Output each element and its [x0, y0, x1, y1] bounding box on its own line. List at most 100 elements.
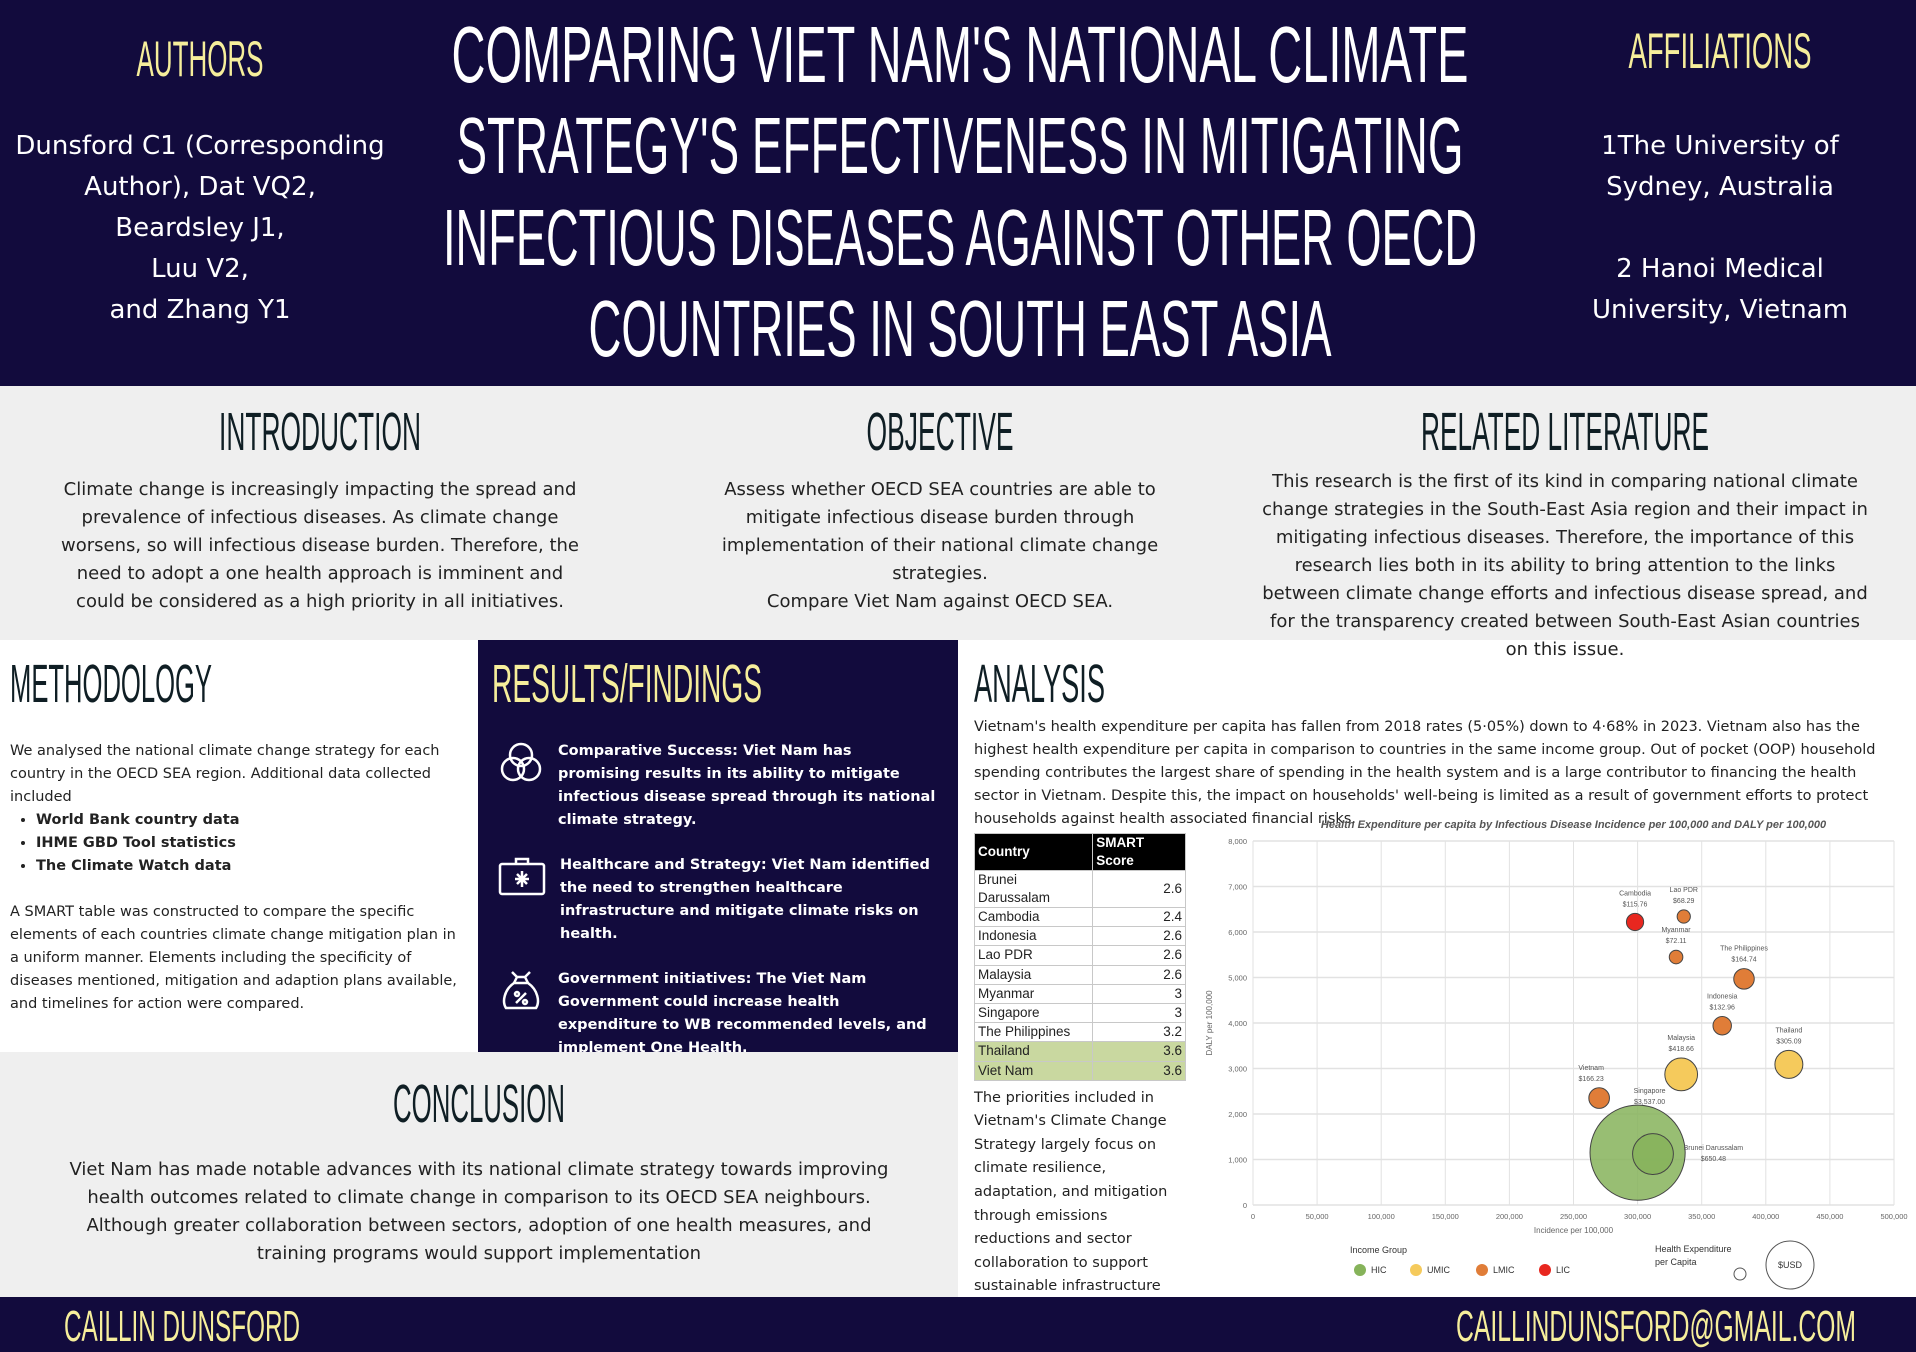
authors-list: Dunsford C1 (Corresponding Author), Dat V…: [0, 126, 400, 331]
country-cell: Malaysia: [973, 964, 1094, 985]
affiliation-line: 2 Hanoi Medical: [1616, 254, 1824, 284]
affiliations-heading: AFFILIATIONS: [1629, 23, 1812, 79]
table-row: Cambodia 2.4: [973, 906, 1186, 928]
result-text: Healthcare and Strategy: Viet Nam identi…: [560, 857, 930, 942]
author-line: Luu V2,: [151, 254, 249, 284]
methodology-section: METHODOLOGY We analysed the national cli…: [10, 652, 460, 1016]
country-cell: Cambodia: [973, 906, 1094, 928]
affiliations-list: 1The University of Sydney, Australia 2 Ha…: [1520, 126, 1916, 331]
bubble-name-label: Brunei Darussalam: [1684, 1145, 1744, 1152]
x-tick-label: 500,000: [1880, 1212, 1907, 1221]
author-line: Dunsford C1 (Corresponding: [15, 131, 385, 161]
x-axis-label: Incidence per 100,000: [1534, 1226, 1614, 1235]
y-tick-label: 3,000: [1228, 1065, 1247, 1074]
legend-swatch-lic: [1539, 1264, 1551, 1276]
affiliations-block: AFFILIATIONS 1The University of Sydney, A…: [1520, 20, 1916, 331]
results-section: RESULTS/FINDINGS Comparative Success: Vi…: [478, 640, 958, 1056]
bubble-chart: Health Expenditure per capita by Infecti…: [1205, 819, 1908, 1290]
result-item: Healthcare and Strategy: Viet Nam identi…: [498, 854, 938, 946]
score-cell: 3.2: [1092, 1022, 1186, 1043]
chart-title: Health Expenditure per capita by Infecti…: [1321, 819, 1827, 831]
x-tick-label: 200,000: [1496, 1212, 1523, 1221]
analysis-section: ANALYSIS Vietnam's health expenditure pe…: [974, 652, 1904, 831]
methodology-heading-svg: METHODOLOGY: [10, 654, 212, 712]
legend-swatch-hic: [1354, 1264, 1366, 1276]
table-row: Singapore 3: [973, 1002, 1186, 1024]
table-row: Viet Nam 3.6: [973, 1060, 1186, 1081]
affiliation-line: Sydney, Australia: [1606, 172, 1834, 202]
x-tick-label: 300,000: [1624, 1212, 1651, 1221]
table-row: Lao PDR 2.6: [973, 945, 1186, 966]
legend-title: Income Group: [1350, 1245, 1407, 1255]
author-name: CAILLIN DUNSFORD: [64, 1302, 300, 1351]
bubble-malaysia: [1664, 1057, 1699, 1092]
list-item: IHME GBD Tool statistics: [36, 832, 460, 855]
bubble-value-label: $418.66: [1669, 1046, 1694, 1053]
author-line: Author), Dat VQ2,: [84, 172, 316, 202]
bubble-value-label: $166.23: [1578, 1076, 1603, 1083]
table-row: Malaysia 2.6: [973, 964, 1186, 985]
bubble-brunei-darussalam: [1632, 1133, 1674, 1175]
x-tick-label: 150,000: [1432, 1212, 1459, 1221]
result-text: Government initiatives: The Viet Nam Gov…: [558, 971, 927, 1056]
bubble-name-label: Vietnam: [1578, 1065, 1604, 1072]
title-line: COUNTRIES IN SOUTH EAST ASIA: [589, 284, 1332, 373]
data-sources-list: World Bank country data IHME GBD Tool st…: [36, 809, 460, 878]
score-cell: 3: [1092, 983, 1186, 1004]
x-tick-label: 400,000: [1752, 1212, 1779, 1221]
results-heading-svg: RESULTS/FINDINGS: [492, 654, 762, 712]
bubble-value-label: $305.09: [1776, 1038, 1801, 1045]
poster-title: COMPARING VIET NAM'S NATIONAL CLIMATESTR…: [443, 10, 1477, 373]
country-cell: Viet Nam: [973, 1060, 1094, 1081]
introduction-heading-svg: INTRODUCTION: [219, 402, 421, 460]
bubble-vietnam: [1588, 1087, 1610, 1109]
bubble-name-label: Lao PDR: [1670, 887, 1698, 894]
y-tick-label: 1,000: [1228, 1156, 1247, 1165]
result-item: Comparative Success: Viet Nam has promis…: [498, 740, 938, 832]
conclusion-heading: CONCLUSION: [393, 1074, 565, 1132]
conclusion-heading-svg: CONCLUSION: [393, 1074, 565, 1132]
country-cell: The Philippines: [973, 1022, 1094, 1043]
x-tick-label: 250,000: [1560, 1212, 1587, 1221]
literature-section: RELATED LITERATURE This research is the …: [1260, 400, 1870, 664]
y-tick-label: 7,000: [1228, 883, 1247, 892]
objective-text: Assess whether OECD SEA countries are ab…: [721, 479, 1159, 584]
literature-heading: RELATED LITERATURE: [1421, 402, 1709, 460]
size-legend-small-circle: [1733, 1267, 1747, 1281]
x-tick-label: 50,000: [1306, 1212, 1329, 1221]
header: AUTHORS Dunsford C1 (Corresponding Author…: [0, 0, 1916, 386]
footer: CAILLIN DUNSFORD CAILLINDUNSFORD@GMAIL.C…: [0, 1297, 1916, 1352]
methodology-heading: METHODOLOGY: [10, 654, 212, 712]
table-row: The Philippines 3.2: [973, 1022, 1186, 1043]
legend-swatch-lmic: [1476, 1264, 1488, 1276]
introduction-section: INTRODUCTION Climate change is increasin…: [50, 400, 590, 616]
bubble-value-label: $132.96: [1710, 1005, 1735, 1012]
author-email-svg[interactable]: CAILLINDUNSFORD@GMAIL.COM: [1400, 1297, 1856, 1352]
bubble-value-label: $3,537.00: [1634, 1099, 1665, 1106]
list-item: World Bank country data: [36, 809, 460, 832]
results-heading: RESULTS/FINDINGS: [492, 654, 762, 712]
bubble-value-label: $68.29: [1673, 898, 1695, 905]
title-line: STRATEGY'S EFFECTIVENESS IN MITIGATING: [457, 101, 1464, 190]
table-row: Myanmar 3: [973, 983, 1186, 1004]
table-header-row: Country SMART Score: [973, 833, 1186, 871]
result-item: Government initiatives: The Viet Nam Gov…: [498, 968, 938, 1060]
literature-text: This research is the first of its kind i…: [1262, 471, 1868, 660]
objective-section: OBJECTIVE Assess whether OECD SEA countr…: [680, 400, 1200, 616]
bubble-name-label: Singapore: [1634, 1088, 1666, 1095]
smart-table-block: Country SMART Score Brunei Darussalam 2.6 C…: [973, 833, 1186, 1346]
country-cell: Thailand: [973, 1041, 1094, 1062]
objective-heading-svg: OBJECTIVE: [867, 402, 1014, 460]
y-tick-label: 4,000: [1228, 1019, 1247, 1028]
introduction-heading: INTRODUCTION: [219, 402, 421, 460]
author-email[interactable]: CAILLINDUNSFORD@GMAIL.COM: [1456, 1302, 1856, 1351]
y-axis-label: DALY per 100,000: [1205, 990, 1214, 1056]
objective-text-2: Compare Viet Nam against OECD SEA.: [766, 591, 1114, 612]
score-cell: 2.6: [1092, 945, 1186, 966]
conclusion-section: CONCLUSION Viet Nam has made notable adv…: [0, 1052, 958, 1297]
bubble-value-label: $72.11: [1666, 938, 1687, 945]
y-tick-label: 5,000: [1228, 974, 1247, 983]
score-cell: 2.6: [1092, 964, 1186, 985]
bubble-lao-pdr: [1676, 909, 1691, 924]
bubble-name-label: The Philippines: [1720, 946, 1768, 953]
